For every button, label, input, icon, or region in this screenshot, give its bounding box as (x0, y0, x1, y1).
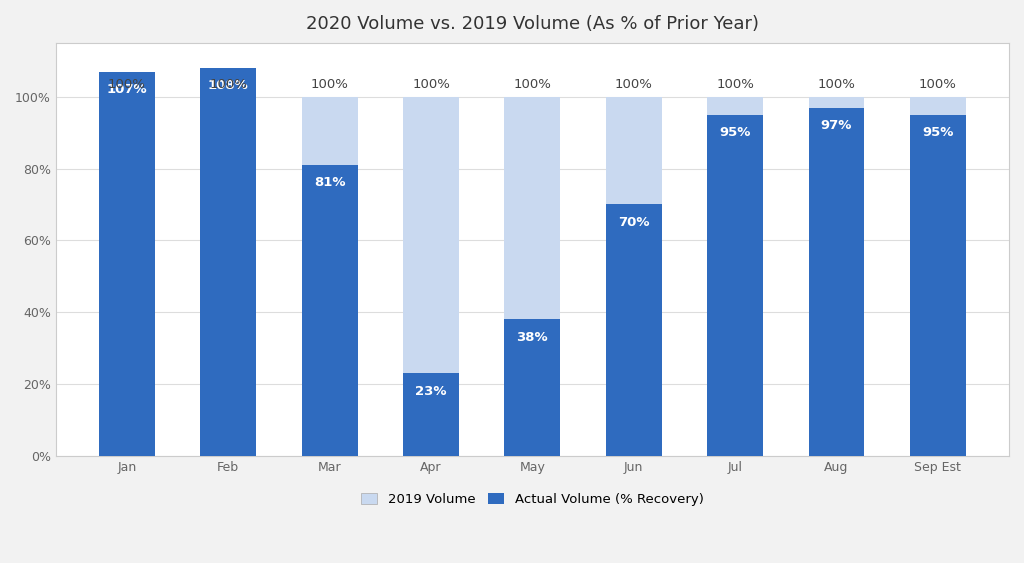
Bar (606, 204, 662, 456)
Legend: 2019 Volume, Actual Volume (% Recovery): 2019 Volume, Actual Volume (% Recovery) (356, 488, 709, 511)
Bar (201, 68, 256, 456)
Text: 95%: 95% (922, 126, 953, 139)
Bar (99, 72, 155, 456)
Bar (910, 97, 966, 456)
Text: 81%: 81% (314, 176, 345, 189)
Text: 95%: 95% (720, 126, 751, 139)
Bar (99, 97, 155, 456)
Bar (809, 97, 864, 456)
Bar (302, 165, 357, 456)
Text: 108%: 108% (208, 79, 249, 92)
Text: 100%: 100% (209, 78, 247, 91)
Text: 100%: 100% (412, 78, 450, 91)
Bar (403, 373, 459, 456)
Text: 70%: 70% (617, 216, 649, 229)
Text: 100%: 100% (716, 78, 754, 91)
Text: 97%: 97% (821, 119, 852, 132)
Bar (606, 97, 662, 456)
Text: 100%: 100% (817, 78, 855, 91)
Bar (708, 97, 763, 456)
Bar (201, 97, 256, 456)
Text: 100%: 100% (108, 78, 145, 91)
Text: 23%: 23% (416, 385, 446, 397)
Bar (505, 97, 560, 456)
Bar (708, 115, 763, 456)
Bar (505, 319, 560, 456)
Bar (910, 115, 966, 456)
Text: 100%: 100% (614, 78, 652, 91)
Bar (302, 97, 357, 456)
Text: 38%: 38% (516, 331, 548, 344)
Text: 100%: 100% (310, 78, 348, 91)
Bar (809, 108, 864, 456)
Bar (403, 97, 459, 456)
Title: 2020 Volume vs. 2019 Volume (As % of Prior Year): 2020 Volume vs. 2019 Volume (As % of Pri… (306, 15, 759, 33)
Text: 100%: 100% (919, 78, 956, 91)
Text: 107%: 107% (106, 83, 147, 96)
Text: 100%: 100% (513, 78, 551, 91)
